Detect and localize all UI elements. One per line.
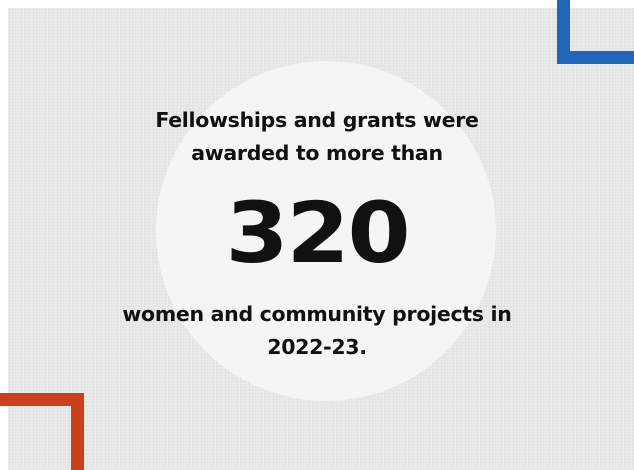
outro-line-1: women and community projects in xyxy=(122,302,512,326)
intro-text: Fellowships and grants were awarded to m… xyxy=(0,104,634,170)
outro-text: women and community projects in 2022-23. xyxy=(0,298,634,364)
outro-line-2: 2022-23. xyxy=(267,335,367,359)
orange-corner-bracket xyxy=(0,393,84,470)
textured-background xyxy=(8,8,634,470)
statistic-number: 320 xyxy=(225,184,411,282)
highlight-circle xyxy=(156,61,496,401)
intro-line-2: awarded to more than xyxy=(191,141,443,165)
intro-line-1: Fellowships and grants were xyxy=(155,108,479,132)
blue-corner-bracket xyxy=(557,0,634,64)
